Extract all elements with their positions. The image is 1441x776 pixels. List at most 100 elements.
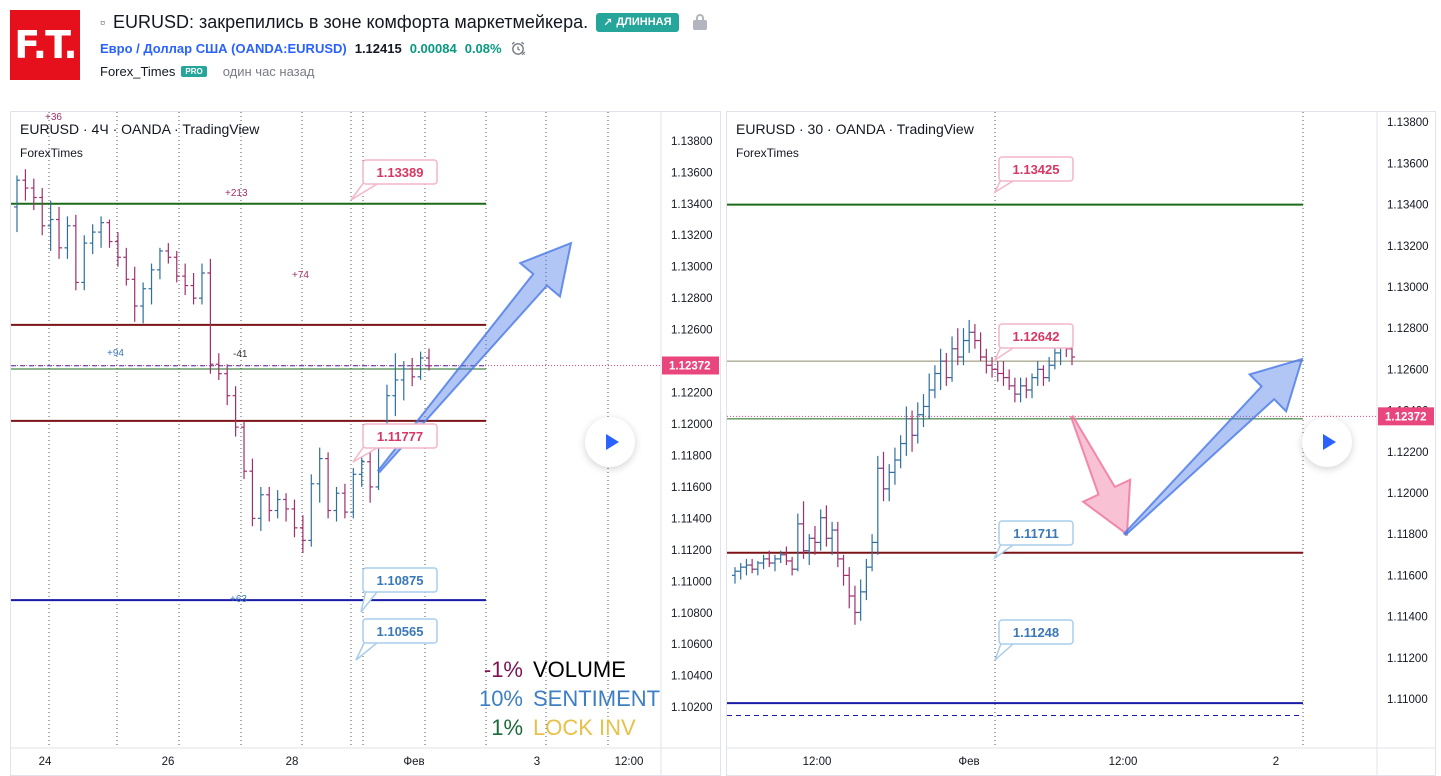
price-callout-box [362, 159, 438, 185]
play-icon [605, 434, 619, 450]
price-axis-tick: 1.12200 [671, 388, 713, 400]
price-axis-tick: 1.13800 [1387, 117, 1429, 129]
chart-4h-canvas[interactable]: 1.13389 1.11777 1.10875 1.10565 +36 +213 +74 +9… [11, 112, 720, 775]
price-axis-tick: 1.13000 [1387, 282, 1429, 294]
level-annotation: +63 [230, 594, 247, 605]
logo-text: F.T. [14, 23, 77, 67]
price-axis-tick: 1.13800 [671, 136, 713, 148]
price-axis-tick: 1.13400 [1387, 200, 1429, 212]
price-axis-tick: 1.11800 [671, 450, 712, 462]
price-callout-label: 1.10875 [377, 573, 424, 588]
level-annotation: +213 [225, 188, 248, 199]
price-callout-box [998, 520, 1074, 546]
time-axis-tick: 12:00 [1109, 756, 1138, 768]
price-axis-tick: 1.10400 [671, 671, 713, 683]
last-price-label: 1.12372 [1385, 411, 1427, 423]
play-icon [1322, 434, 1336, 450]
play-button[interactable] [1302, 417, 1352, 467]
author-logo[interactable]: F.T. [10, 10, 80, 80]
price-callout-box [362, 618, 438, 644]
price-callout-label: 1.12642 [1013, 329, 1060, 344]
title-bullet-icon: ▫ [100, 14, 105, 30]
price-axis-tick: 1.12200 [1387, 447, 1429, 459]
symbol-change-percent: 0.08% [464, 40, 502, 56]
price-axis-tick: 1.10200 [671, 702, 713, 714]
last-price-tag [662, 356, 719, 375]
price-axis-tick: 1.11800 [1387, 529, 1428, 541]
chart-subtitle: ForexTimes [736, 146, 799, 160]
time-axis-tick: 12:00 [615, 756, 644, 768]
symbol-price: 1.12415 [354, 40, 402, 56]
time-axis-tick: 28 [286, 756, 299, 768]
legend-sentiment-label: SENTIMENT [533, 686, 661, 711]
alarm-clock-icon[interactable] [510, 40, 526, 56]
price-callout-box [362, 567, 438, 593]
symbol-change: 0.00084 [409, 40, 457, 56]
legend-sentiment-percent: 10% [478, 686, 523, 711]
legend-row-lock-inv: 1% LOCK INV [473, 713, 660, 742]
play-button[interactable] [585, 417, 635, 467]
price-callout-box [998, 323, 1074, 349]
price-axis-tick: 1.12000 [1387, 488, 1429, 500]
pro-badge: PRO [181, 66, 207, 77]
forecast-arrow-down [1069, 415, 1132, 537]
time-axis-tick: 3 [534, 756, 540, 768]
legend-volume-label: VOLUME [533, 657, 626, 682]
last-price-label: 1.12372 [669, 360, 711, 372]
sentiment-legend: -1% VOLUME 10% SENTIMENT 1% LOCK INV [473, 655, 660, 742]
price-axis-tick: 1.11600 [671, 482, 712, 494]
forecast-arrow-up [1122, 357, 1304, 537]
chart-panel-30m[interactable]: 1.13425 1.12642 1.11711 1.11248 1.13800 1.136… [726, 111, 1436, 776]
symbol-link[interactable]: Евро / Доллар США (OANDA:EURUSD) [100, 40, 347, 56]
long-badge: ↗ ДЛИННАЯ [596, 12, 679, 32]
author-row: Forex_Times PRO один час назад [100, 64, 314, 79]
level-annotation: +74 [292, 270, 309, 281]
price-axis-tick: 1.11600 [1387, 570, 1428, 582]
price-axis-tick: 1.13600 [671, 167, 713, 179]
time-axis-tick: Фев [403, 756, 424, 768]
legend-lock-label: LOCK INV [533, 715, 636, 740]
legend-volume-percent: -1% [483, 657, 523, 682]
price-axis-tick: 1.13600 [1387, 158, 1429, 170]
price-axis-tick: 1.13200 [671, 230, 713, 242]
arrow-up-right-icon: ↗ [603, 16, 613, 29]
publish-time: один час назад [222, 64, 315, 79]
chart-title: EURUSD · 4Ч · OANDA · TradingView [20, 121, 260, 137]
price-callout-label: 1.13389 [377, 165, 424, 180]
level-annotation: -41 [233, 349, 248, 360]
price-callout-box [362, 423, 438, 449]
price-axis-tick: 1.11200 [1387, 653, 1428, 665]
price-axis-tick: 1.10800 [671, 608, 713, 620]
chart-title: EURUSD · 30 · OANDA · TradingView [736, 121, 974, 137]
price-axis-tick: 1.11000 [671, 576, 712, 588]
time-axis-tick: 2 [1273, 756, 1279, 768]
price-axis-tick: 1.12600 [671, 325, 713, 337]
price-callout-box [998, 619, 1074, 645]
price-callout-box [998, 156, 1074, 182]
price-axis-tick: 1.10600 [671, 639, 713, 651]
title-row: ▫ EURUSD: закрепились в зоне комфорта ма… [100, 10, 707, 34]
legend-row-sentiment: 10% SENTIMENT [473, 684, 660, 713]
price-axis-tick: 1.12800 [1387, 323, 1429, 335]
level-annotation: +36 [45, 112, 62, 123]
price-callout-label: 1.11248 [1013, 625, 1059, 640]
price-axis-tick: 1.11200 [671, 545, 712, 557]
symbol-row: Евро / Доллар США (OANDA:EURUSD) 1.12415… [100, 40, 526, 56]
author-name[interactable]: Forex_Times [100, 64, 176, 79]
time-axis-tick: 12:00 [803, 756, 832, 768]
price-axis-tick: 1.11400 [671, 513, 712, 525]
chart-30m-canvas[interactable]: 1.13425 1.12642 1.11711 1.11248 1.13800 1.136… [727, 112, 1435, 775]
time-axis-tick: Фев [958, 756, 979, 768]
price-axis-tick: 1.13400 [671, 199, 713, 211]
price-axis-tick: 1.11400 [1387, 612, 1428, 624]
time-axis-tick: 24 [39, 756, 52, 768]
price-axis-tick: 1.11000 [1387, 694, 1428, 706]
chart-panel-4h[interactable]: 1.13389 1.11777 1.10875 1.10565 +36 +213 +74 +9… [10, 111, 721, 776]
legend-row-volume: -1% VOLUME [473, 655, 660, 684]
price-callout-label: 1.11711 [1013, 526, 1059, 541]
last-price-tag [1378, 407, 1434, 426]
price-callout-label: 1.10565 [377, 624, 424, 639]
price-callout-label: 1.11777 [377, 429, 423, 444]
idea-header: F.T. ▫ EURUSD: закрепились в зоне комфор… [0, 0, 1441, 100]
time-axis-tick: 26 [162, 756, 175, 768]
